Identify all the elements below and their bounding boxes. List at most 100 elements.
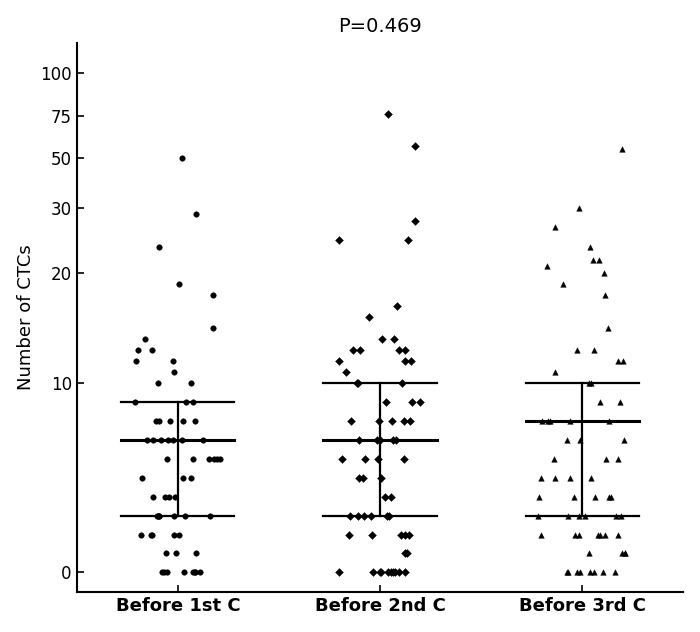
Point (171, 549, 182, 559)
Point (542, 415, 554, 425)
Point (383, 511, 394, 521)
Point (597, 568, 608, 578)
Point (168, 530, 179, 540)
Point (333, 235, 344, 245)
Point (550, 473, 561, 483)
Point (414, 396, 426, 406)
Point (197, 435, 209, 445)
Point (146, 530, 157, 540)
Point (595, 530, 606, 540)
Point (616, 144, 627, 154)
Point (158, 568, 169, 578)
Point (353, 511, 364, 521)
Point (160, 492, 171, 502)
Point (599, 289, 610, 300)
Point (391, 435, 402, 445)
Point (380, 396, 391, 406)
Title: P=0.469: P=0.469 (338, 16, 422, 35)
Point (562, 568, 573, 578)
Point (359, 454, 370, 464)
Point (575, 435, 586, 445)
Point (603, 322, 614, 332)
Point (405, 356, 416, 366)
Point (153, 241, 164, 252)
Point (376, 334, 387, 344)
Point (385, 568, 396, 578)
Point (189, 568, 200, 578)
Point (374, 568, 386, 578)
Point (619, 549, 630, 559)
Point (410, 141, 421, 151)
Point (194, 568, 205, 578)
Point (152, 511, 163, 521)
Point (186, 377, 197, 387)
Point (565, 415, 576, 425)
Point (606, 492, 617, 502)
Point (215, 454, 226, 464)
Point (536, 530, 547, 540)
Point (190, 209, 202, 219)
Point (376, 568, 387, 578)
Point (585, 377, 596, 387)
Point (365, 511, 377, 521)
Point (374, 435, 386, 445)
Point (346, 415, 357, 425)
Point (383, 568, 394, 578)
Point (583, 377, 594, 387)
Point (533, 511, 544, 521)
Point (208, 454, 219, 464)
Point (575, 568, 586, 578)
Point (181, 396, 192, 406)
Point (372, 454, 384, 464)
Point (557, 279, 568, 289)
Point (186, 473, 197, 483)
Point (548, 454, 559, 464)
Point (402, 549, 413, 559)
Point (618, 356, 629, 366)
Point (336, 454, 347, 464)
Point (344, 530, 355, 540)
Point (368, 568, 379, 578)
Point (403, 530, 414, 540)
Point (573, 511, 584, 521)
Y-axis label: Number of CTCs: Number of CTCs (17, 245, 35, 391)
Point (544, 415, 555, 425)
Point (562, 511, 573, 521)
Point (410, 216, 421, 226)
Point (189, 568, 200, 578)
Point (398, 415, 409, 425)
Point (366, 530, 377, 540)
Point (153, 415, 164, 425)
Point (406, 396, 417, 406)
Point (203, 454, 214, 464)
Point (394, 344, 405, 355)
Point (157, 568, 168, 578)
Point (397, 377, 408, 387)
Point (347, 344, 358, 355)
Point (136, 473, 147, 483)
Point (176, 153, 188, 163)
Point (130, 356, 141, 366)
Point (180, 511, 191, 521)
Point (374, 415, 385, 425)
Point (353, 377, 364, 387)
Point (550, 367, 561, 377)
Point (386, 415, 398, 425)
Point (130, 396, 141, 406)
Point (389, 568, 400, 578)
Point (169, 511, 180, 521)
Point (169, 367, 180, 377)
Point (160, 549, 172, 559)
Point (400, 549, 411, 559)
Point (146, 344, 158, 355)
Point (388, 435, 399, 445)
Point (568, 492, 580, 502)
Point (148, 492, 159, 502)
Point (176, 435, 188, 445)
Point (587, 255, 598, 265)
Point (609, 568, 620, 578)
Point (619, 435, 630, 445)
Point (615, 396, 626, 406)
Point (354, 473, 365, 483)
Point (399, 356, 410, 366)
